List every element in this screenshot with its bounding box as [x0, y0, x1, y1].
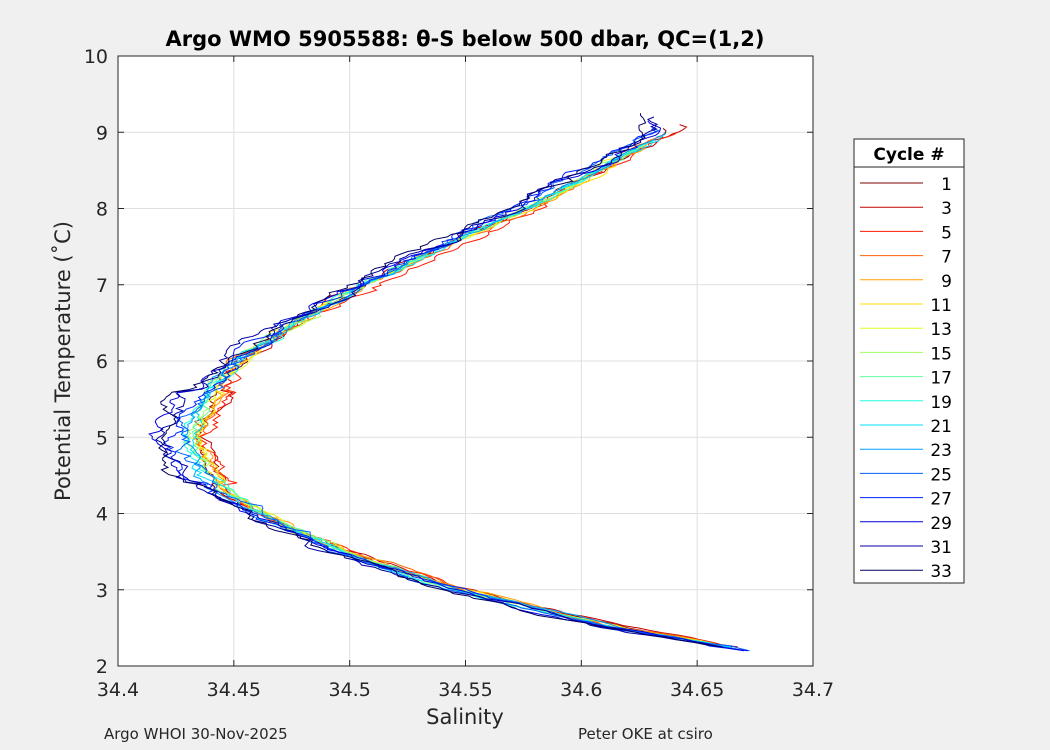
y-ticks: 2 3 4 5 6 7 8 9 10: [84, 46, 813, 678]
y-axis-label: Potential Temperature (˚C): [51, 221, 75, 501]
legend-label-cycle-25: 25: [930, 465, 952, 485]
legend-label-cycle-9: 9: [941, 272, 952, 292]
x-tick-label: 34.4: [97, 679, 139, 701]
y-tick-label: 4: [96, 504, 108, 526]
legend-label-cycle-23: 23: [930, 441, 952, 461]
legend-label-cycle-1: 1: [941, 175, 952, 195]
legend-label-cycle-31: 31: [930, 538, 952, 558]
x-tick-label: 34.7: [792, 679, 834, 701]
legend-label-cycle-3: 3: [941, 199, 952, 219]
series-line-cycle-33: [158, 113, 721, 648]
x-tick-label: 34.6: [560, 679, 602, 701]
x-tick-label: 34.55: [438, 679, 492, 701]
y-tick-label: 8: [96, 199, 108, 221]
legend-label-cycle-11: 11: [930, 296, 952, 316]
footer-left-credit: Argo WHOI 30-Nov-2025: [104, 725, 288, 743]
x-axis-label: Salinity: [426, 705, 504, 729]
legend-title: Cycle #: [873, 145, 944, 165]
series-line-cycle-29: [148, 120, 748, 652]
legend-label-cycle-29: 29: [930, 514, 952, 534]
legend-label-cycle-5: 5: [941, 223, 952, 243]
y-tick-label: 7: [96, 275, 108, 297]
grid: [118, 56, 813, 666]
legend-label-cycle-21: 21: [930, 417, 952, 437]
y-tick-label: 6: [96, 351, 108, 373]
footer-right-credit: Peter OKE at csiro: [578, 725, 713, 743]
x-ticks: 34.4 34.45 34.5 34.55 34.6 34.65 34.7: [97, 56, 834, 701]
series-lines: [148, 113, 750, 652]
y-tick-label: 10: [84, 46, 108, 68]
y-tick-label: 3: [96, 580, 108, 602]
x-tick-label: 34.45: [207, 679, 261, 701]
legend-label-cycle-13: 13: [930, 320, 952, 340]
legend-box: [853, 138, 965, 584]
x-tick-label: 34.5: [329, 679, 371, 701]
legend-label-cycle-15: 15: [930, 344, 952, 364]
legend-label-cycle-27: 27: [930, 490, 952, 510]
plot-area: 34.4 34.45 34.5 34.55 34.6 34.65 34.7 2 3 4 5 6 7 8 9…: [84, 46, 834, 701]
legend-label-cycle-33: 33: [930, 562, 952, 582]
y-tick-label: 9: [96, 122, 108, 144]
chart-title: Argo WMO 5905588: θ-S below 500 dbar, QC…: [166, 27, 765, 51]
y-tick-label: 5: [96, 427, 108, 449]
legend-label-cycle-7: 7: [941, 248, 952, 268]
legend-label-cycle-17: 17: [930, 369, 952, 389]
y-tick-label: 2: [96, 656, 108, 678]
legend-label-cycle-19: 19: [930, 393, 952, 413]
x-tick-label: 34.65: [670, 679, 724, 701]
